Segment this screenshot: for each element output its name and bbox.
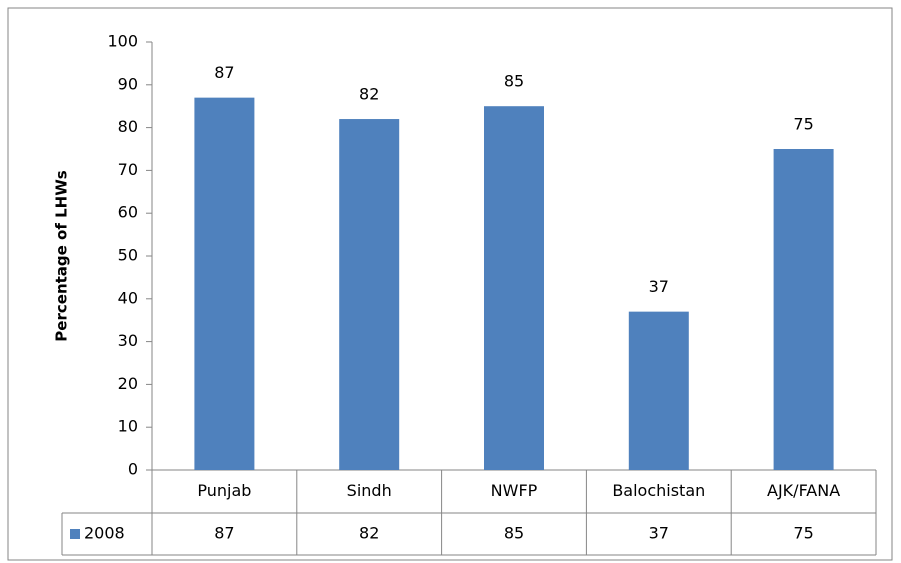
data-label: 85 bbox=[504, 72, 524, 91]
table-value: 82 bbox=[359, 524, 379, 543]
legend-label: 2008 bbox=[84, 524, 125, 543]
data-label: 82 bbox=[359, 85, 379, 104]
x-tick-label: NWFP bbox=[491, 481, 538, 500]
table-value: 87 bbox=[214, 524, 234, 543]
chart-border bbox=[7, 7, 893, 561]
y-tick-label: 40 bbox=[118, 288, 138, 307]
table-value: 37 bbox=[649, 524, 669, 543]
x-tick-label: Punjab bbox=[197, 481, 251, 500]
y-tick-label: 80 bbox=[118, 117, 138, 136]
x-tick-label: AJK/FANA bbox=[767, 481, 840, 500]
data-label: 37 bbox=[649, 277, 669, 296]
table-value: 75 bbox=[793, 524, 813, 543]
bar bbox=[628, 311, 689, 470]
bar bbox=[484, 106, 544, 470]
y-tick-label: 10 bbox=[118, 417, 138, 436]
y-tick-label: 60 bbox=[118, 203, 138, 222]
y-tick-label: 50 bbox=[118, 246, 138, 265]
x-tick-label: Balochistan bbox=[612, 481, 705, 500]
y-tick-label: 90 bbox=[118, 74, 138, 93]
data-label: 75 bbox=[793, 115, 813, 134]
bar bbox=[773, 149, 834, 470]
y-axis-label: Percentage of LHWs bbox=[53, 170, 71, 341]
y-tick-label: 100 bbox=[107, 32, 138, 51]
y-tick-label: 20 bbox=[118, 374, 138, 393]
y-tick-label: 0 bbox=[128, 460, 138, 479]
table-value: 85 bbox=[504, 524, 524, 543]
data-label: 87 bbox=[214, 63, 234, 82]
y-tick-label: 70 bbox=[118, 160, 138, 179]
legend-marker bbox=[70, 529, 80, 539]
x-tick-label: Sindh bbox=[347, 481, 392, 500]
bar bbox=[194, 97, 255, 470]
y-tick-label: 30 bbox=[118, 331, 138, 350]
bar bbox=[339, 119, 400, 470]
